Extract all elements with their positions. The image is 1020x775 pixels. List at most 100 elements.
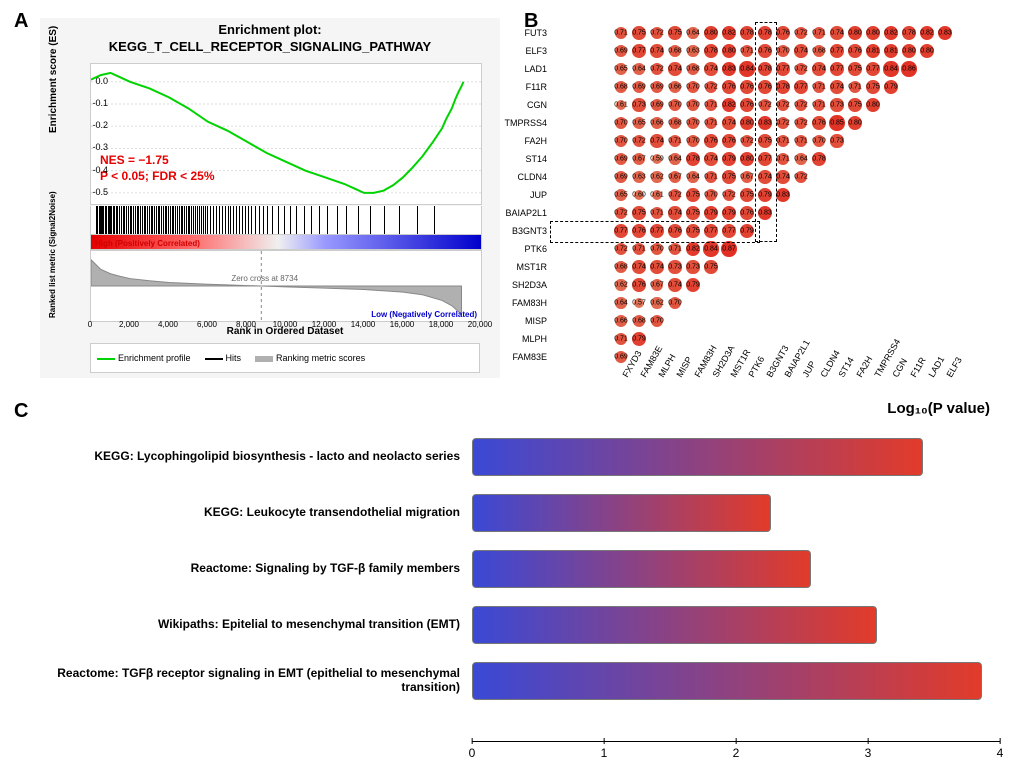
heatmap-value: 0.84 (704, 246, 718, 253)
heatmap-value: 0.76 (812, 120, 826, 127)
enrichment-bar-label: KEGG: Lycophingolipid biosynthesis - lac… (40, 449, 472, 463)
heatmap-value: 0.62 (650, 300, 664, 307)
heatmap-value: 0.66 (614, 318, 628, 325)
enrichment-bar-label: Reactome: Signaling by TGF-β family memb… (40, 561, 472, 575)
heatmap-ylabel: CLDN4 (487, 172, 550, 182)
enrichment-bar-row: Wikipaths: Epitelial to mesenchymal tran… (40, 596, 1000, 652)
heatmap-value: 0.65 (614, 66, 628, 73)
enrichment-bar (472, 438, 923, 476)
heatmap-value: 0.75 (866, 84, 880, 91)
rank-xtick: 18,000 (429, 320, 453, 329)
heatmap-value: 0.71 (794, 138, 808, 145)
enrichment-bar-row: Reactome: TGFβ receptor signaling in EMT… (40, 652, 1000, 708)
heatmap-ylabel: MST1R (487, 262, 550, 272)
heatmap-value: 0.75 (632, 210, 646, 217)
gradient-strip: High (Positively Correlated) (90, 234, 482, 250)
heatmap-value: 0.69 (614, 174, 628, 181)
heatmap-value: 0.71 (812, 30, 826, 37)
heatmap-value: 0.71 (812, 84, 826, 91)
heatmap-value: 0.79 (632, 336, 646, 343)
heatmap-value: 0.78 (902, 30, 916, 37)
heatmap-value: 0.68 (632, 318, 646, 325)
panel-c: C Log₁₀(P value) KEGG: Lycophingolipid b… (10, 400, 1020, 770)
heatmap-value: 0.70 (650, 318, 664, 325)
legend-hits: Hits (205, 353, 242, 363)
heatmap-value: 0.64 (614, 300, 628, 307)
heatmap-ylabel: F11R (487, 82, 550, 92)
heatmap-value: 0.64 (686, 174, 700, 181)
panel-c-xtitle: Log₁₀(P value) (887, 400, 990, 417)
rank-xtick: 8,000 (236, 320, 256, 329)
heatmap-xlabel: JUP (800, 359, 817, 379)
heatmap-value: 0.74 (650, 264, 664, 271)
heatmap-value: 0.74 (668, 282, 682, 289)
legend-hits-label: Hits (226, 353, 242, 363)
heatmap-ylabel: MLPH (487, 334, 550, 344)
heatmap-value: 0.80 (740, 156, 754, 163)
heatmap-value: 0.70 (686, 138, 700, 145)
es-ylabel: Enrichment score (ES) (48, 26, 59, 133)
heatmap-value: 0.75 (686, 192, 700, 199)
enrichment-bar (472, 606, 877, 644)
heatmap-value: 0.71 (704, 102, 718, 109)
heatmap-ylabel: FAM83E (487, 352, 550, 362)
rank-xtick: 14,000 (351, 320, 375, 329)
heatmap-value: 0.72 (794, 120, 808, 127)
enrichment-bar-row: KEGG: Lycophingolipid biosynthesis - lac… (40, 428, 1000, 484)
heatmap-value: 0.70 (668, 102, 682, 109)
heatmap-value: 0.70 (614, 138, 628, 145)
heatmap-value: 0.83 (776, 192, 790, 199)
heatmap-value: 0.74 (830, 84, 844, 91)
legend-rank: Ranking metric scores (255, 353, 365, 363)
heatmap-ylabel: LAD1 (487, 64, 550, 74)
heatmap-value: 0.80 (740, 120, 754, 127)
heatmap-value: 0.62 (614, 282, 628, 289)
highlight-box-col (755, 22, 777, 242)
heatmap-value: 0.74 (704, 66, 718, 73)
heatmap-value: 0.81 (866, 48, 880, 55)
heatmap-value: 0.80 (848, 30, 862, 37)
heatmap-value: 0.80 (920, 48, 934, 55)
heatmap-value: 0.71 (632, 246, 646, 253)
heatmap-value: 0.83 (722, 66, 736, 73)
heatmap-value: 0.80 (704, 30, 718, 37)
gradient-low-label: Low (Negatively Correlated) (371, 310, 477, 319)
rank-xtick: 2,000 (119, 320, 139, 329)
heatmap-value: 0.67 (632, 156, 646, 163)
heatmap-value: 0.74 (650, 138, 664, 145)
heatmap-value: 0.69 (614, 354, 628, 361)
heatmap-xlabel: MISP (674, 355, 694, 379)
heatmap-value: 0.80 (902, 48, 916, 55)
heatmap-value: 0.74 (812, 66, 826, 73)
heatmap-value: 0.77 (794, 84, 808, 91)
heatmap-xlabel: LAD1 (926, 355, 946, 379)
heatmap-value: 0.73 (668, 264, 682, 271)
rank-xtick: 4,000 (158, 320, 178, 329)
heatmap-value: 0.84 (884, 66, 898, 73)
heatmap-value: 0.73 (830, 138, 844, 145)
heatmap-ylabel: FAM83H (487, 298, 550, 308)
heatmap-value: 0.71 (776, 156, 790, 163)
enrichment-bar (472, 494, 771, 532)
heatmap-value: 0.71 (776, 138, 790, 145)
heatmap-value: 0.75 (704, 264, 718, 271)
heatmap-value: 0.70 (686, 84, 700, 91)
heatmap-value: 0.76 (740, 102, 754, 109)
panel-c-xtick: 0 (469, 746, 476, 760)
panel-c-xaxis: 01234 (472, 741, 1000, 762)
heatmap-ylabel: FUT3 (487, 28, 550, 38)
heatmap-value: 0.75 (722, 174, 736, 181)
gsea-title: Enrichment plot: KEGG_T_CELL_RECEPTOR_SI… (40, 18, 500, 58)
heatmap-value: 0.72 (650, 66, 664, 73)
heatmap-value: 0.71 (614, 336, 628, 343)
heatmap-value: 0.78 (776, 84, 790, 91)
heatmap-value: 0.78 (812, 156, 826, 163)
heatmap-value: 0.66 (650, 120, 664, 127)
heatmap-value: 0.70 (704, 192, 718, 199)
heatmap-value: 0.72 (650, 30, 664, 37)
heatmap-value: 0.82 (920, 30, 934, 37)
heatmap-value: 0.75 (668, 30, 682, 37)
gsea-title-line2: KEGG_T_CELL_RECEPTOR_SIGNALING_PATHWAY (109, 39, 431, 54)
nes-line1: NES = −1.75 (100, 153, 169, 167)
heatmap-value: 0.76 (848, 48, 862, 55)
